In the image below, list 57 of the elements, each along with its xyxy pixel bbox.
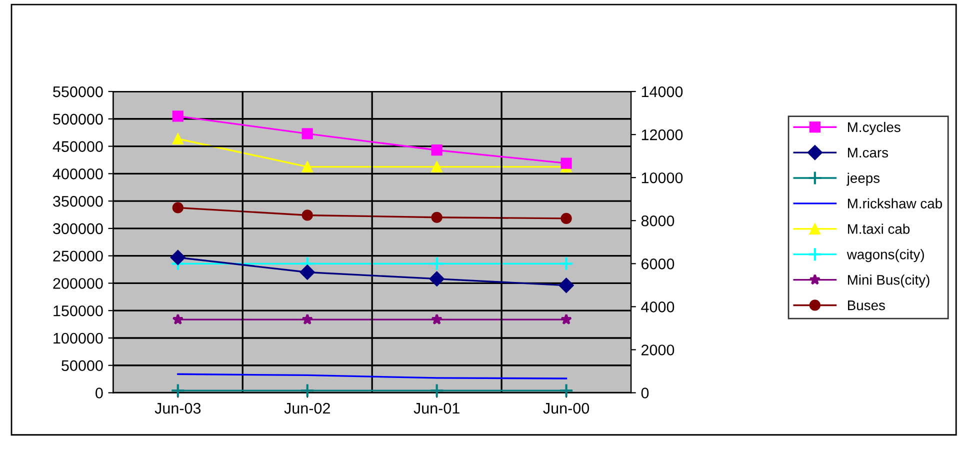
point bbox=[558, 256, 574, 271]
point bbox=[300, 383, 315, 398]
point bbox=[560, 314, 572, 325]
legend-label: M.rickshaw cab bbox=[848, 198, 942, 208]
legend-label: M.cycles bbox=[848, 122, 900, 135]
y-tick-label: 300000 bbox=[53, 223, 103, 234]
x-tick-label: Jun-01 bbox=[414, 402, 460, 414]
legend-label: M.cars bbox=[848, 148, 888, 158]
point bbox=[431, 212, 442, 223]
y-tick-label: 200000 bbox=[53, 278, 103, 289]
legend-label: jeeps bbox=[846, 172, 880, 186]
y2-tick-label: 10000 bbox=[642, 172, 683, 184]
point bbox=[302, 314, 314, 325]
y-tick-label: 100000 bbox=[54, 332, 103, 344]
point bbox=[172, 133, 184, 144]
x-tick-label: Jun-02 bbox=[284, 402, 330, 414]
y2-tick-label: 4000 bbox=[641, 302, 674, 312]
point bbox=[302, 161, 313, 172]
x-tick-label: Jun-03 bbox=[154, 402, 201, 414]
point bbox=[170, 383, 186, 398]
legend-label: Buses bbox=[848, 300, 885, 310]
y2-tick-label: 8000 bbox=[641, 215, 674, 226]
y-tick-label: 50000 bbox=[62, 360, 103, 372]
y2-tick-label: 14000 bbox=[642, 86, 683, 98]
y-tick-label: 150000 bbox=[54, 305, 103, 316]
point bbox=[172, 314, 184, 325]
point bbox=[429, 271, 444, 286]
y-tick-label: 350000 bbox=[53, 196, 103, 207]
y2-tick-label: 2000 bbox=[642, 344, 674, 356]
y2-tick-label: 6000 bbox=[642, 258, 674, 270]
point bbox=[560, 158, 572, 169]
point bbox=[558, 383, 574, 398]
point bbox=[560, 212, 572, 224]
point bbox=[172, 202, 184, 214]
point bbox=[302, 210, 313, 221]
point bbox=[172, 110, 184, 122]
point bbox=[300, 264, 315, 280]
point bbox=[431, 161, 442, 172]
y2-tick-label: 0 bbox=[641, 388, 649, 398]
y-tick-label: 450000 bbox=[52, 141, 103, 152]
point bbox=[431, 314, 442, 325]
point bbox=[170, 250, 186, 266]
point bbox=[430, 256, 444, 271]
point bbox=[302, 128, 313, 140]
y-tick-label: 0 bbox=[96, 388, 103, 398]
legend-label: Mini Bus(city) bbox=[848, 274, 930, 288]
legend-label: wagons(city) bbox=[846, 249, 924, 262]
y-tick-label: 250000 bbox=[53, 250, 103, 262]
point bbox=[558, 278, 574, 293]
legend-label: M.taxi cab bbox=[848, 224, 910, 234]
x-tick-label: Jun-00 bbox=[543, 402, 590, 414]
y-tick-label: 500000 bbox=[53, 114, 103, 125]
y-tick-label: 400000 bbox=[52, 168, 103, 180]
y-tick-label: 550000 bbox=[53, 86, 103, 98]
point bbox=[431, 144, 442, 156]
point bbox=[430, 383, 444, 398]
y2-tick-label: 12000 bbox=[642, 129, 683, 140]
